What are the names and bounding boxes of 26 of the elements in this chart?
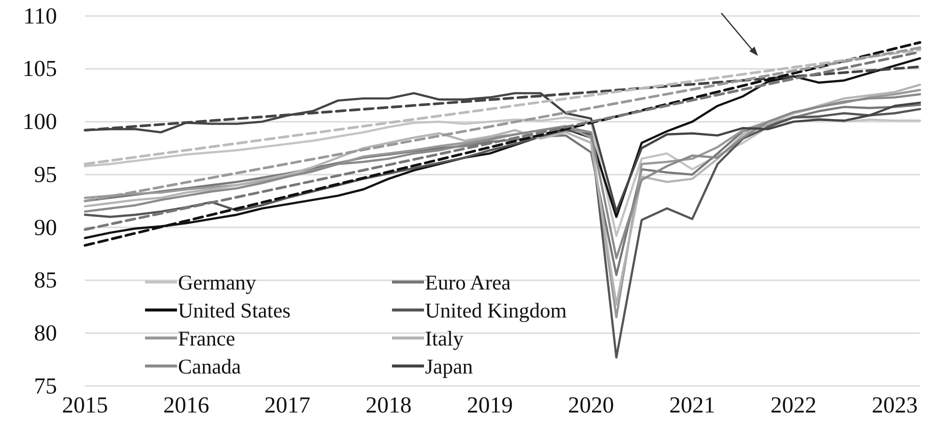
y-tick-label: 100	[22, 109, 57, 134]
legend-label: United States	[178, 298, 291, 322]
y-tick-label: 95	[34, 162, 57, 187]
y-tick-label: 110	[23, 3, 57, 28]
y-tick-label: 80	[34, 320, 57, 346]
x-tick-label: 2021	[669, 392, 716, 418]
legend-label: Japan	[425, 354, 474, 378]
x-tick-label: 2018	[366, 392, 412, 418]
y-tick-label: 90	[34, 214, 57, 240]
y-tick-label: 105	[22, 56, 57, 82]
legend-label: United Kingdom	[425, 298, 567, 322]
x-tick-label: 2019	[466, 392, 513, 418]
legend-label: Italy	[425, 326, 464, 350]
x-tick-label: 2016	[163, 392, 210, 418]
line-series	[84, 108, 922, 359]
legend-label: Euro Area	[425, 270, 512, 294]
x-tick-label: 2022	[770, 392, 816, 418]
legend-label: Canada	[178, 354, 242, 378]
y-tick-label: 85	[34, 268, 57, 293]
x-tick-label: 2023	[872, 392, 918, 418]
x-tick-label: 2017	[264, 392, 310, 418]
legend-label: Germany	[178, 270, 257, 294]
legend-label: France	[178, 326, 236, 350]
y-tick-label: 75	[34, 373, 57, 398]
x-tick-label: 2020	[568, 392, 614, 418]
x-tick-label: 2015	[62, 392, 108, 418]
